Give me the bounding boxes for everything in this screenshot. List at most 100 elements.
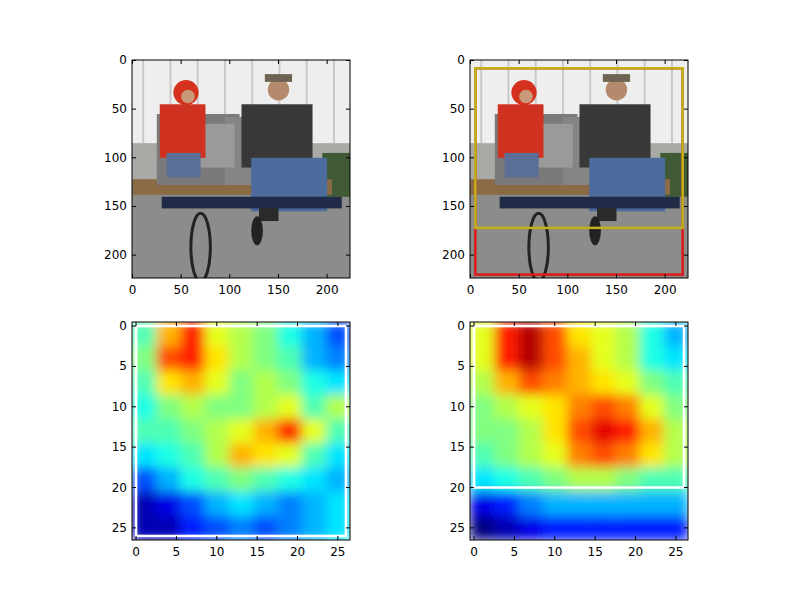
heatmap-cells bbox=[470, 322, 688, 540]
y-tick bbox=[470, 206, 474, 207]
heatmap-cell bbox=[470, 516, 495, 540]
y-tick-label: 5 bbox=[457, 359, 465, 373]
y-tick-label: 0 bbox=[119, 53, 127, 67]
heatmap-cell bbox=[180, 370, 205, 395]
y-tick bbox=[346, 366, 350, 367]
y-tick-label: 20 bbox=[450, 481, 465, 495]
heatmap-cell bbox=[302, 467, 327, 492]
heatmap-cell bbox=[543, 346, 568, 371]
heatmap-cell bbox=[494, 443, 519, 468]
heatmap-cell bbox=[205, 467, 230, 492]
y-tick bbox=[684, 157, 688, 158]
heatmap-cell bbox=[518, 516, 543, 540]
heatmap-cell bbox=[229, 443, 254, 468]
x-tick-label: 200 bbox=[316, 283, 339, 297]
photo-jeans-left bbox=[167, 153, 201, 177]
y-tick bbox=[684, 366, 688, 367]
y-tick bbox=[470, 157, 474, 158]
photo-face bbox=[519, 90, 533, 104]
x-tick bbox=[567, 274, 568, 278]
y-tick bbox=[132, 109, 136, 110]
x-tick bbox=[514, 322, 515, 326]
heatmap-cell bbox=[640, 370, 665, 395]
x-tick-label: 100 bbox=[218, 283, 241, 297]
x-tick-label: 5 bbox=[173, 545, 181, 559]
x-tick bbox=[519, 274, 520, 278]
y-tick bbox=[470, 255, 474, 256]
axes-frame bbox=[470, 60, 688, 278]
heatmap-cell bbox=[229, 346, 254, 371]
x-tick bbox=[327, 274, 328, 278]
photo-red-jacket bbox=[498, 104, 544, 158]
heatmap-cell bbox=[277, 492, 302, 517]
y-tick bbox=[684, 255, 688, 256]
x-tick-label: 0 bbox=[132, 545, 140, 559]
y-tick-label: 0 bbox=[457, 319, 465, 333]
x-tick bbox=[297, 322, 298, 326]
photo-wheel-back bbox=[589, 216, 601, 245]
x-tick-label: 50 bbox=[174, 283, 189, 297]
x-tick-label: 0 bbox=[470, 545, 478, 559]
figure: 0501001502000501001502000501001502000501… bbox=[0, 0, 800, 600]
y-tick-label: 200 bbox=[104, 248, 127, 262]
y-tick-label: 25 bbox=[112, 521, 127, 535]
photo-wheel-back bbox=[251, 216, 263, 245]
heatmap-cell bbox=[543, 395, 568, 420]
heatmap-cell bbox=[494, 419, 519, 444]
axes: 05101520250510152025 bbox=[450, 319, 689, 559]
heatmap-cell bbox=[591, 492, 616, 517]
y-tick bbox=[684, 487, 688, 488]
heatmap-cell bbox=[567, 443, 592, 468]
y-tick bbox=[470, 109, 474, 110]
x-tick bbox=[554, 536, 555, 540]
y-tick bbox=[132, 60, 136, 61]
y-tick bbox=[132, 366, 136, 367]
x-tick bbox=[595, 536, 596, 540]
y-tick bbox=[470, 326, 474, 327]
y-tick-label: 20 bbox=[112, 481, 127, 495]
y-tick bbox=[346, 255, 350, 256]
x-tick-label: 0 bbox=[129, 283, 137, 297]
y-tick bbox=[346, 487, 350, 488]
bounding-box bbox=[475, 68, 682, 228]
heatmap-cell bbox=[518, 419, 543, 444]
photo-wheel bbox=[191, 213, 210, 278]
x-tick bbox=[181, 274, 182, 278]
y-tick-label: 15 bbox=[450, 440, 465, 454]
y-tick bbox=[132, 326, 136, 327]
y-tick-label: 100 bbox=[442, 151, 465, 165]
x-tick bbox=[181, 60, 182, 64]
heatmap-cell bbox=[302, 492, 327, 517]
x-tick bbox=[132, 274, 133, 278]
heatmap-cell bbox=[543, 516, 568, 540]
y-tick-label: 10 bbox=[450, 400, 465, 414]
y-tick bbox=[346, 406, 350, 407]
x-tick-label: 100 bbox=[556, 283, 579, 297]
heatmap-cell bbox=[494, 395, 519, 420]
x-tick bbox=[567, 60, 568, 64]
x-tick-label: 15 bbox=[588, 545, 603, 559]
y-tick bbox=[132, 527, 136, 528]
heatmap-cell bbox=[253, 492, 278, 517]
y-tick bbox=[132, 447, 136, 448]
heatmap-cell bbox=[494, 370, 519, 395]
heatmap-cell bbox=[543, 370, 568, 395]
heatmap-cell bbox=[302, 443, 327, 468]
y-tick bbox=[684, 109, 688, 110]
plot-area bbox=[470, 322, 688, 540]
y-tick-label: 150 bbox=[104, 199, 127, 213]
y-tick bbox=[132, 206, 136, 207]
bounding-box bbox=[136, 326, 346, 536]
heatmap-cell bbox=[253, 419, 278, 444]
x-tick-label: 5 bbox=[511, 545, 519, 559]
heatmap-cell bbox=[518, 370, 543, 395]
y-tick bbox=[684, 406, 688, 407]
heatmap-cell bbox=[277, 419, 302, 444]
photo-head bbox=[606, 79, 627, 100]
x-tick-label: 50 bbox=[512, 283, 527, 297]
heatmap-cell bbox=[302, 346, 327, 371]
x-tick-label: 150 bbox=[605, 283, 628, 297]
x-tick-label: 25 bbox=[330, 545, 345, 559]
heatmap-cell bbox=[302, 395, 327, 420]
plot-area bbox=[132, 322, 350, 540]
